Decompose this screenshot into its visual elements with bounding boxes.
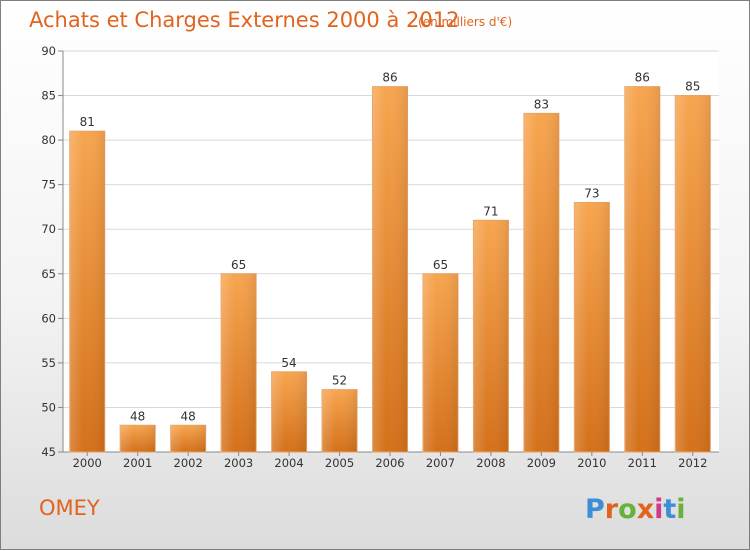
x-tick-label: 2008 — [476, 456, 505, 470]
bar-value-label: 48 — [130, 409, 145, 423]
logo-letter: i — [676, 494, 685, 525]
x-tick-label: 2002 — [174, 456, 203, 470]
x-tick-label: 2010 — [577, 456, 606, 470]
x-tick-label: 2003 — [224, 456, 253, 470]
bar-value-label: 85 — [685, 80, 700, 94]
logo-letter: x — [637, 494, 654, 525]
bar-value-label: 65 — [231, 258, 246, 272]
y-tick-label: 60 — [41, 311, 56, 325]
y-tick-label: 70 — [41, 222, 56, 236]
y-tick-label: 55 — [41, 356, 56, 370]
bar-shade — [221, 273, 257, 452]
bar-shade — [170, 425, 206, 452]
chart-subtitle: (en milliers d'€) — [418, 15, 512, 29]
y-tick-label: 50 — [41, 400, 56, 414]
x-tick-label: 2007 — [426, 456, 455, 470]
x-tick-label: 2006 — [375, 456, 404, 470]
bar-value-label: 83 — [534, 97, 549, 111]
bar-shade — [372, 86, 408, 453]
bar-value-label: 52 — [332, 374, 347, 388]
bar-shade — [624, 86, 660, 453]
x-tick-label: 2000 — [73, 456, 102, 470]
x-tick-label: 2004 — [274, 456, 303, 470]
chart-title: Achats et Charges Externes 2000 à 2012 — [29, 8, 459, 32]
bar-shade — [574, 202, 610, 452]
x-tick-label: 2005 — [325, 456, 354, 470]
x-tick-label: 2011 — [628, 456, 657, 470]
bar-value-label: 86 — [635, 71, 650, 85]
y-tick-label: 85 — [41, 89, 56, 103]
bar-value-label: 73 — [584, 186, 599, 200]
bar-value-label: 86 — [382, 71, 397, 85]
y-tick-label: 65 — [41, 267, 56, 281]
bar-shade — [523, 113, 559, 452]
logo-letter: t — [663, 494, 676, 525]
y-tick-label: 75 — [41, 178, 56, 192]
bar-shade — [322, 389, 358, 452]
bar-value-label: 54 — [281, 356, 296, 370]
bar-shade — [69, 131, 105, 452]
commune-name: OMEY — [39, 496, 100, 520]
bar-shade — [422, 273, 458, 452]
logo-letter: r — [605, 494, 619, 525]
y-tick-label: 90 — [41, 44, 56, 58]
x-tick-label: 2009 — [527, 456, 556, 470]
x-tick-label: 2001 — [123, 456, 152, 470]
bars: 81 48 48 65 54 52 86 65 71 83 73 86 85 — [69, 71, 711, 453]
bar-shade — [120, 425, 156, 452]
bar-value-label: 65 — [433, 258, 448, 272]
logo-letter: P — [585, 494, 605, 525]
x-axis: 2000 2001 2002 2003 2004 2005 2006 2007 2008 2009… — [73, 452, 707, 470]
y-tick-label: 80 — [41, 133, 56, 147]
bar-shade — [675, 95, 711, 453]
y-tick-label: 45 — [41, 445, 56, 459]
proxiti-logo: Proxiti — [585, 494, 686, 525]
bar-value-label: 71 — [483, 204, 498, 218]
bar-shade — [473, 220, 509, 452]
logo-letter: i — [654, 494, 663, 525]
bar-value-label: 48 — [181, 409, 196, 423]
bar-value-label: 81 — [80, 115, 95, 129]
logo-letter: o — [618, 494, 637, 525]
bar-shade — [271, 371, 307, 452]
x-tick-label: 2012 — [678, 456, 707, 470]
